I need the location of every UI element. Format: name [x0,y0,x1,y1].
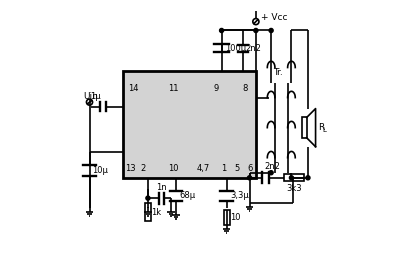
Text: L: L [322,127,326,133]
Text: 1: 1 [222,164,227,173]
Text: 1k: 1k [151,208,161,217]
Bar [224,210,230,225]
Circle shape [290,176,294,180]
Bar [122,71,256,178]
Circle shape [269,171,273,175]
Circle shape [220,28,224,33]
Text: 11: 11 [168,84,179,93]
Text: 10: 10 [168,164,179,173]
Text: 8: 8 [242,84,247,93]
Text: 1µ: 1µ [90,92,101,101]
Text: Tr.: Tr. [272,69,282,77]
Bar [145,203,151,221]
Circle shape [146,196,150,200]
Text: 3k3: 3k3 [286,184,302,193]
Text: 3,3µ: 3,3µ [230,191,249,200]
Text: 4,7: 4,7 [196,164,210,173]
Text: R: R [318,123,324,132]
Text: 2n2: 2n2 [265,163,281,171]
Circle shape [248,176,252,180]
Text: 1n: 1n [156,183,167,192]
Text: 100µ: 100µ [226,44,246,53]
Text: 2: 2 [140,164,146,173]
Bar [284,174,304,181]
Text: 10: 10 [230,213,240,222]
Circle shape [269,28,273,33]
Text: 2n2: 2n2 [245,44,261,53]
Text: Uin: Uin [83,92,98,101]
Circle shape [254,28,258,33]
Text: 6: 6 [247,164,252,173]
Text: 5: 5 [234,164,240,173]
Text: 9: 9 [214,84,219,93]
Text: + Vcc: + Vcc [261,13,288,22]
Text: 14: 14 [128,84,138,93]
Circle shape [306,176,310,180]
Text: 13: 13 [125,164,136,173]
Bar [302,117,307,138]
Text: 10µ: 10µ [92,166,108,175]
Text: 68µ: 68µ [179,191,195,200]
